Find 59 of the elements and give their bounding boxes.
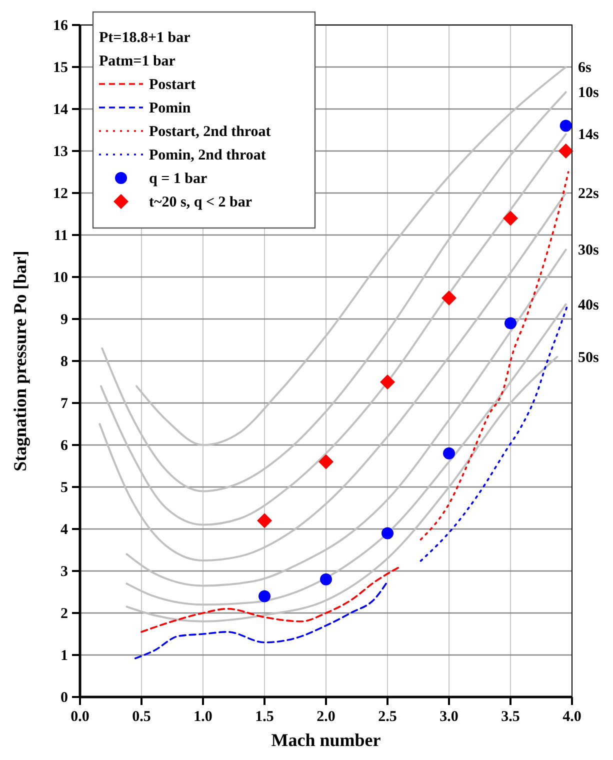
y-tick-label: 9 xyxy=(60,312,68,328)
y-tick-label: 4 xyxy=(60,522,68,538)
point xyxy=(257,513,272,528)
y-tick-label: 6 xyxy=(60,438,68,454)
x-tick-label: 2.0 xyxy=(316,709,336,725)
annotation: Patm=1 bar xyxy=(99,54,176,70)
series-label: 14s xyxy=(578,127,599,144)
point xyxy=(443,447,455,460)
series-label: 6s xyxy=(578,60,592,76)
legend-label: q = 1 bar xyxy=(149,171,208,187)
y-tick-label: 7 xyxy=(60,396,68,412)
y-axis-title: Stagnation pressure Po [bar] xyxy=(10,250,30,472)
y-tick-label: 2 xyxy=(60,606,68,622)
point xyxy=(318,454,334,470)
line-series xyxy=(140,566,401,633)
x-tick-label: 1.5 xyxy=(255,709,274,725)
series-label: 50s xyxy=(578,350,599,366)
point xyxy=(504,317,516,330)
legend-label: Pomin, 2nd throat xyxy=(149,148,266,164)
series-label: 10s xyxy=(578,85,599,102)
series-label: 40s xyxy=(578,297,599,314)
point xyxy=(560,120,572,132)
point xyxy=(320,573,332,586)
y-tick-label: 0 xyxy=(60,690,68,706)
y-tick-label: 3 xyxy=(60,564,68,580)
point xyxy=(558,144,574,158)
y-tick-label: 11 xyxy=(54,228,68,244)
legend-label: Postart, 2nd throat xyxy=(149,124,271,140)
point xyxy=(258,590,270,602)
x-tick-label: 3.5 xyxy=(501,709,520,725)
y-tick-label: 16 xyxy=(53,18,68,34)
legend-label: Pomin xyxy=(149,100,192,116)
y-tick-label: 5 xyxy=(60,480,68,496)
point xyxy=(382,527,394,540)
y-tick-label: 12 xyxy=(53,186,68,202)
y-tick-label: 10 xyxy=(53,270,68,286)
point xyxy=(442,290,456,306)
annotation: Pt=18.8+1 bar xyxy=(99,30,191,46)
y-tick-label: 14 xyxy=(53,102,68,118)
y-tick-label: 15 xyxy=(53,60,68,76)
line-series xyxy=(134,580,388,660)
y-tick-label: 1 xyxy=(60,648,68,664)
y-tick-label: 8 xyxy=(60,354,68,370)
point xyxy=(503,210,518,226)
x-axis-title: Mach number xyxy=(271,730,381,750)
x-tick-label: 3.0 xyxy=(440,709,458,725)
legend-label: Postart xyxy=(149,77,196,93)
x-tick-label: 4.0 xyxy=(562,709,582,725)
series-label: 30s xyxy=(578,242,599,259)
legend-label: t~20 s, q < 2 bar xyxy=(149,194,252,210)
y-tick-label: 13 xyxy=(53,144,68,160)
x-tick-label: 2.5 xyxy=(378,709,397,725)
x-tick-label: 0.0 xyxy=(70,709,90,725)
x-tick-label: 1.0 xyxy=(194,709,212,725)
line-series xyxy=(420,171,570,540)
x-tick-label: 0.5 xyxy=(132,709,151,725)
line-series xyxy=(420,306,568,562)
point xyxy=(380,374,395,390)
series-label: 22s xyxy=(578,186,599,202)
